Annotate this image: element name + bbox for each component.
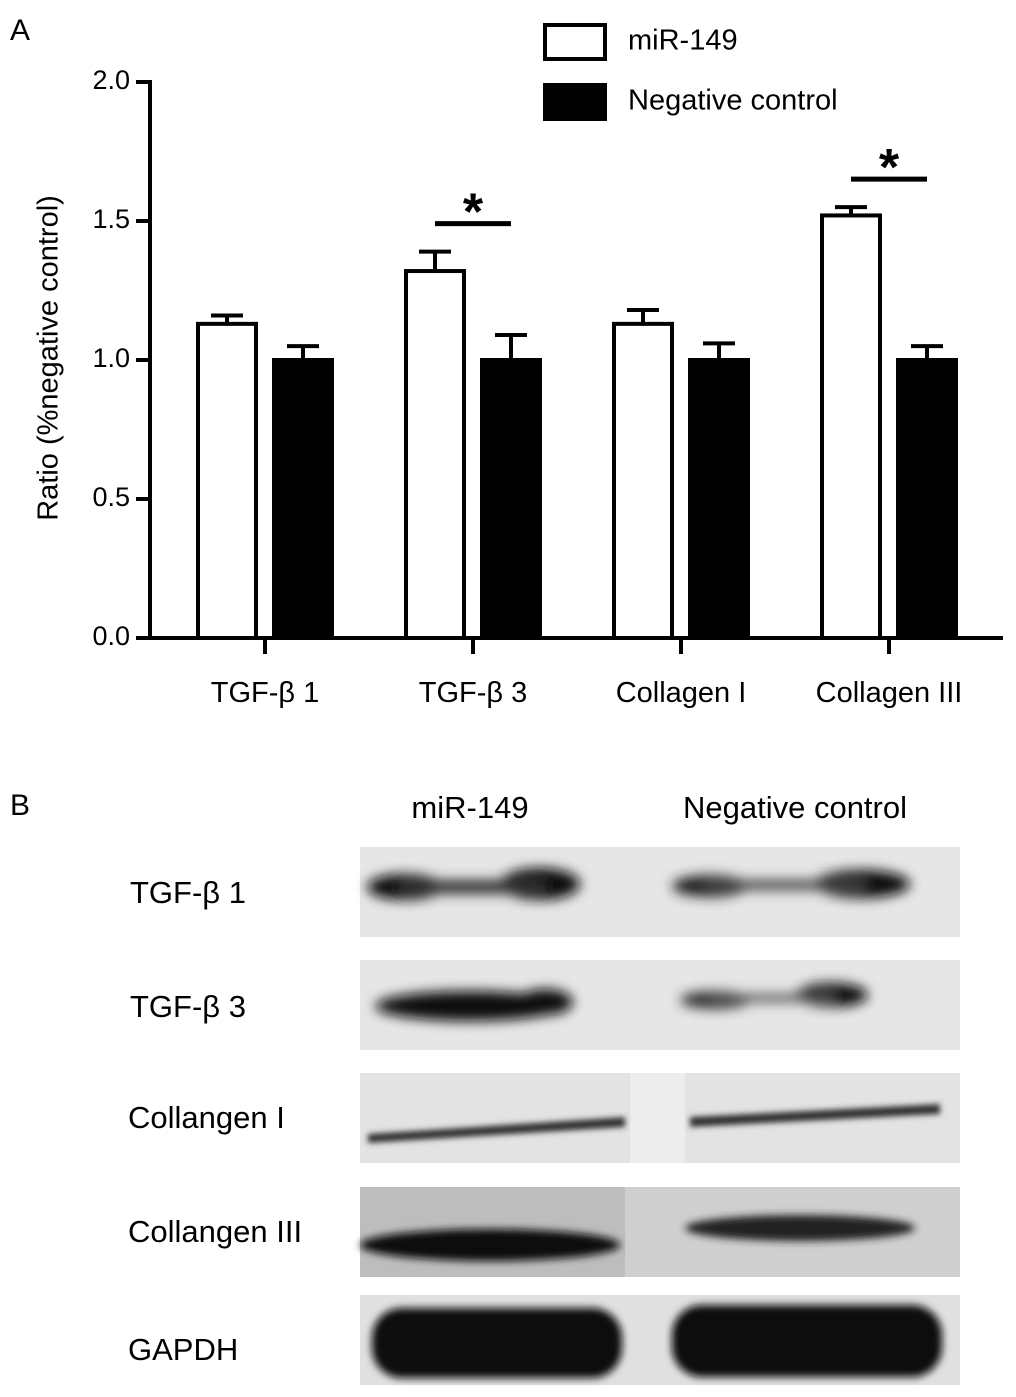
y-tick-label: 0.0 [92,621,130,651]
band [368,1104,940,1143]
blot-label-tgf-b1: TGF-β 1 [130,875,246,910]
band [375,983,868,1021]
significance-star: * [463,184,484,242]
y-ticks: 0.0 0.5 1.0 1.5 2.0 [92,65,150,651]
blot-label-tgf-b3: TGF-β 3 [130,989,246,1024]
blot-tgf-b1: TGF-β 1 [130,847,960,937]
y-tick-label: 1.5 [92,204,130,234]
panel-b-letter: B [10,789,30,822]
blot-collagen-i: Collangen I [128,1073,960,1163]
legend-label: miR-149 [628,25,738,57]
y-axis-label: Ratio (%negative control) [33,195,65,521]
bar [272,358,334,640]
legend-label: Negative control [628,85,838,117]
bar [196,321,258,640]
error-bars [211,205,943,360]
band [367,868,910,900]
lane-label-mir149: miR-149 [411,790,528,825]
lane-gap [630,1073,685,1163]
blot-label-collagen-i: Collangen I [128,1100,285,1135]
bar [480,358,542,640]
bar [820,213,882,640]
significance-star: * [879,139,900,197]
x-categories: TGF-β 1 TGF-β 3 Collagen I Collagen III [211,638,963,709]
x-category-label: Collagen III [816,677,963,709]
bar [896,358,958,640]
blot-collagen-iii: Collangen III [128,1187,960,1277]
legend: miR-149 Negative control [543,23,838,121]
legend-swatch [543,23,607,61]
blot-tgf-b3: TGF-β 3 [130,960,960,1050]
bars [196,213,958,640]
x-category-label: TGF-β 3 [419,677,528,709]
lane-label-negative-control: Negative control [683,790,907,825]
y-tick-label: 0.5 [92,482,130,512]
bar-chart: 0.0 0.5 1.0 1.5 2.0 TGF-β 1 TGF-β 3 Collagen I… [33,23,1003,709]
blot-gapdh: GAPDH [128,1295,960,1385]
bar [612,321,674,640]
bar [404,269,466,640]
y-tick-label: 1.0 [92,343,130,373]
bar [688,358,750,640]
x-category-label: TGF-β 1 [211,677,320,709]
panel-a-letter: A [10,14,30,47]
blot-label-collagen-iii: Collangen III [128,1214,302,1249]
x-category-label: Collagen I [616,677,747,709]
significance-marks: ** [435,139,927,242]
blot-label-gapdh: GAPDH [128,1332,238,1367]
band [372,1305,942,1378]
legend-swatch [543,83,607,121]
band [360,1215,915,1261]
y-tick-label: 2.0 [92,65,130,95]
